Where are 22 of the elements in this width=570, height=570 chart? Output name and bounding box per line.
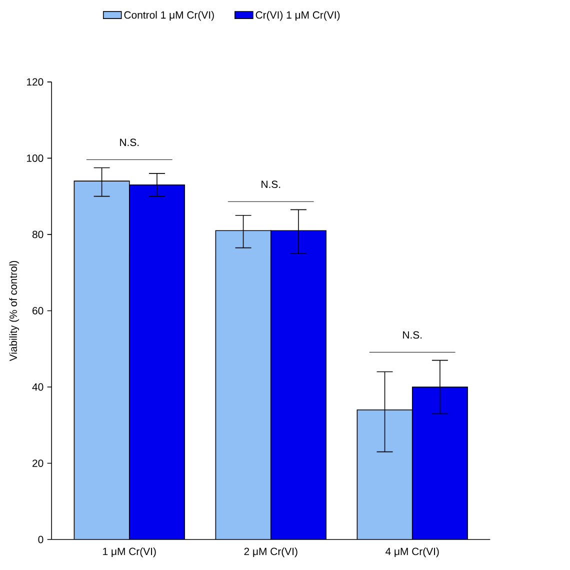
y-tick-label: 120	[26, 78, 44, 86]
bar	[270, 230, 326, 540]
bar	[129, 185, 185, 540]
x-tick-label: 2 μM Cr(VI)	[244, 548, 298, 558]
y-tick-label: 20	[32, 460, 44, 468]
annotation: N.S.	[120, 138, 139, 146]
legend-label: Cr(VI) 1 μM Cr(VI)	[256, 11, 340, 21]
annotation: N.S.	[262, 180, 280, 188]
y-axis-title: Viability (% of control)	[9, 261, 20, 362]
y-tick-label: 100	[26, 154, 44, 162]
bar	[356, 410, 413, 540]
bar	[216, 230, 271, 540]
bar	[74, 181, 130, 540]
legend-label: Control 1 μM Cr(VI)	[124, 11, 214, 21]
y-tick-label: 40	[32, 384, 44, 391]
y-tick-label: 80	[32, 231, 44, 238]
x-tick-label: 4 μM Cr(VI)	[385, 548, 439, 558]
x-tick-label: 1 μM Cr(VI)	[103, 548, 156, 558]
bar	[412, 386, 468, 540]
y-tick-label: 0	[38, 536, 44, 544]
y-tick-label: 60	[32, 307, 44, 315]
annotation: N.S.	[403, 331, 422, 339]
